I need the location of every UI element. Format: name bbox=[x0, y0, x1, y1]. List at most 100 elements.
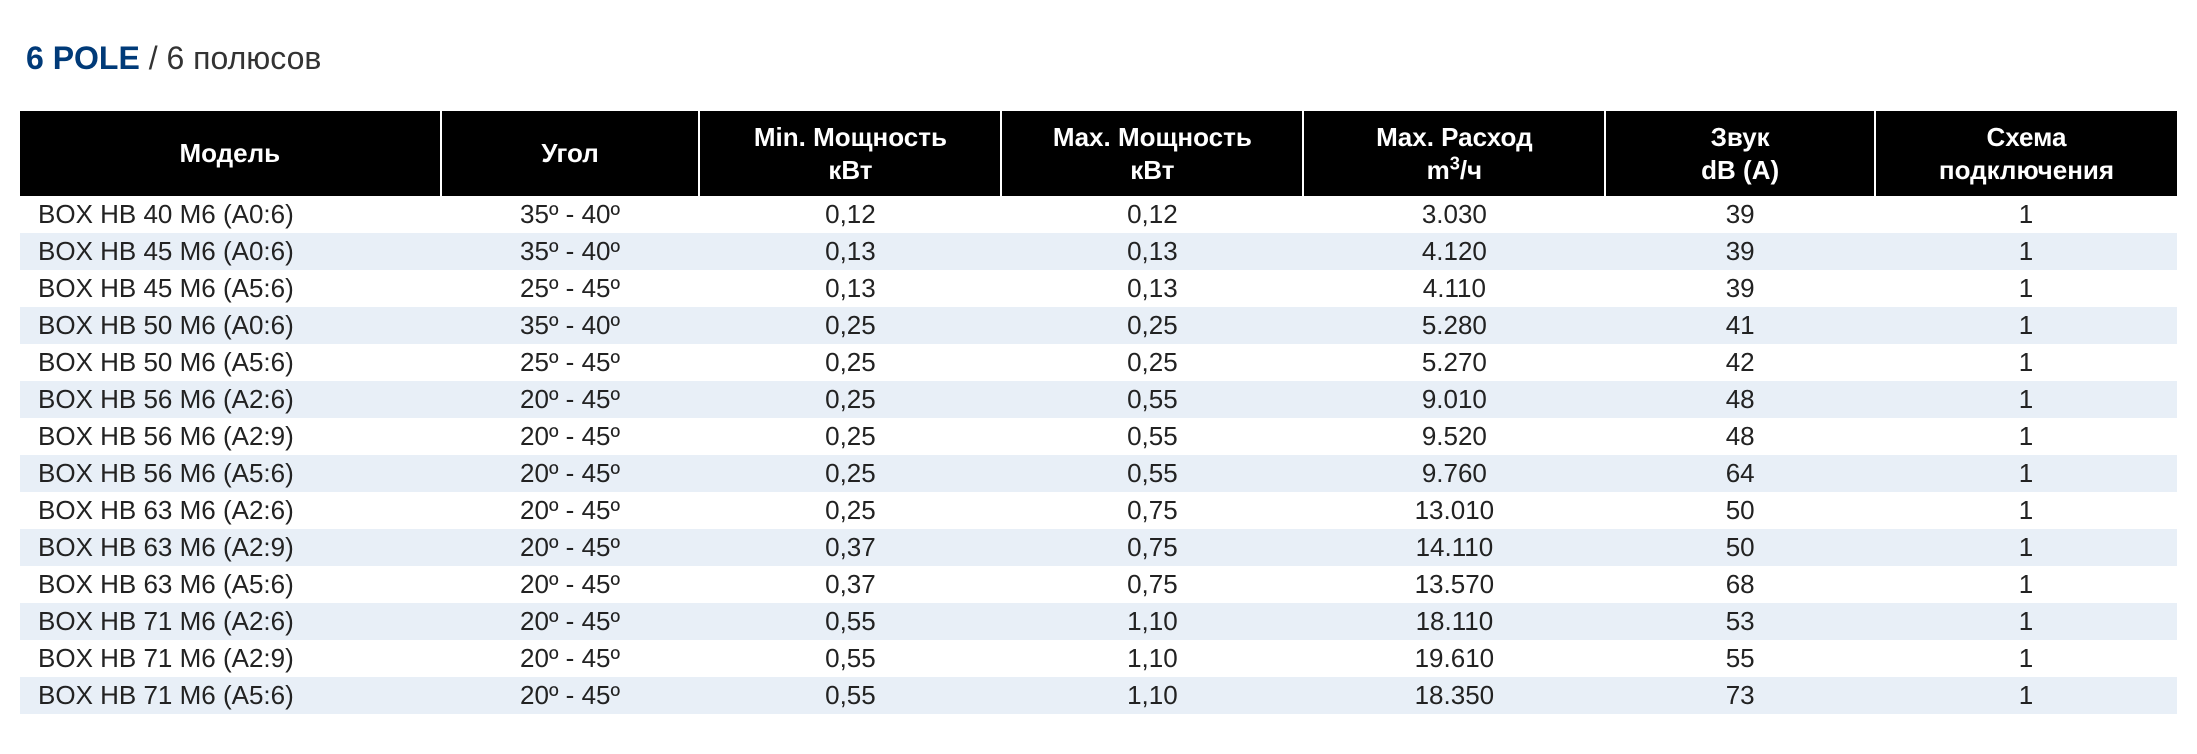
cell-maxp: 0,13 bbox=[1001, 233, 1303, 270]
table-row: BOX HB 45 M6 (A0:6)35º - 40º0,130,134.12… bbox=[20, 233, 2177, 270]
cell-flow: 4.120 bbox=[1303, 233, 1605, 270]
cell-sound: 55 bbox=[1605, 640, 1875, 677]
cell-sound: 73 bbox=[1605, 677, 1875, 714]
cell-maxp: 1,10 bbox=[1001, 603, 1303, 640]
cell-minp: 0,55 bbox=[699, 640, 1001, 677]
cell-model: BOX HB 63 M6 (A5:6) bbox=[20, 566, 441, 603]
section-title-rest: / 6 полюсов bbox=[140, 40, 322, 76]
cell-model: BOX HB 50 M6 (A0:6) bbox=[20, 307, 441, 344]
cell-maxp: 0,25 bbox=[1001, 307, 1303, 344]
cell-maxp: 0,75 bbox=[1001, 492, 1303, 529]
cell-model: BOX HB 71 M6 (A2:9) bbox=[20, 640, 441, 677]
cell-minp: 0,13 bbox=[699, 270, 1001, 307]
cell-scheme: 1 bbox=[1875, 529, 2177, 566]
cell-model: BOX HB 71 M6 (A2:6) bbox=[20, 603, 441, 640]
cell-minp: 0,25 bbox=[699, 455, 1001, 492]
cell-angle: 25º - 45º bbox=[441, 270, 700, 307]
cell-maxp: 0,75 bbox=[1001, 566, 1303, 603]
table-row: BOX HB 71 M6 (A2:9)20º - 45º0,551,1019.6… bbox=[20, 640, 2177, 677]
cell-flow: 9.520 bbox=[1303, 418, 1605, 455]
cell-maxp: 1,10 bbox=[1001, 677, 1303, 714]
cell-scheme: 1 bbox=[1875, 418, 2177, 455]
cell-scheme: 1 bbox=[1875, 344, 2177, 381]
table-row: BOX HB 56 M6 (A5:6)20º - 45º0,250,559.76… bbox=[20, 455, 2177, 492]
cell-angle: 20º - 45º bbox=[441, 566, 700, 603]
cell-sound: 53 bbox=[1605, 603, 1875, 640]
cell-minp: 0,25 bbox=[699, 418, 1001, 455]
cell-angle: 20º - 45º bbox=[441, 640, 700, 677]
table-row: BOX HB 56 M6 (A2:9)20º - 45º0,250,559.52… bbox=[20, 418, 2177, 455]
table-row: BOX HB 71 M6 (A5:6)20º - 45º0,551,1018.3… bbox=[20, 677, 2177, 714]
cell-scheme: 1 bbox=[1875, 566, 2177, 603]
cell-sound: 50 bbox=[1605, 492, 1875, 529]
section-title-bold: 6 POLE bbox=[26, 40, 140, 76]
cell-sound: 39 bbox=[1605, 270, 1875, 307]
cell-scheme: 1 bbox=[1875, 492, 2177, 529]
cell-angle: 35º - 40º bbox=[441, 307, 700, 344]
cell-model: BOX HB 56 M6 (A2:6) bbox=[20, 381, 441, 418]
cell-minp: 0,55 bbox=[699, 677, 1001, 714]
table-row: BOX HB 56 M6 (A2:6)20º - 45º0,250,559.01… bbox=[20, 381, 2177, 418]
cell-flow: 4.110 bbox=[1303, 270, 1605, 307]
cell-flow: 13.010 bbox=[1303, 492, 1605, 529]
table-row: BOX HB 63 M6 (A2:9)20º - 45º0,370,7514.1… bbox=[20, 529, 2177, 566]
cell-angle: 20º - 45º bbox=[441, 381, 700, 418]
cell-sound: 39 bbox=[1605, 233, 1875, 270]
cell-minp: 0,25 bbox=[699, 381, 1001, 418]
cell-maxp: 0,55 bbox=[1001, 381, 1303, 418]
cell-flow: 5.280 bbox=[1303, 307, 1605, 344]
cell-scheme: 1 bbox=[1875, 677, 2177, 714]
col-header-scheme: Схемаподключения bbox=[1875, 111, 2177, 196]
cell-model: BOX HB 45 M6 (A5:6) bbox=[20, 270, 441, 307]
cell-flow: 3.030 bbox=[1303, 196, 1605, 233]
cell-scheme: 1 bbox=[1875, 307, 2177, 344]
cell-angle: 25º - 45º bbox=[441, 344, 700, 381]
cell-flow: 19.610 bbox=[1303, 640, 1605, 677]
cell-model: BOX HB 56 M6 (A5:6) bbox=[20, 455, 441, 492]
cell-flow: 13.570 bbox=[1303, 566, 1605, 603]
col-header-minp: Min. МощностькВт bbox=[699, 111, 1001, 196]
cell-scheme: 1 bbox=[1875, 196, 2177, 233]
table-header-row: МодельУголMin. МощностькВтMax. Мощностьк… bbox=[20, 111, 2177, 196]
cell-maxp: 0,55 bbox=[1001, 455, 1303, 492]
cell-model: BOX HB 63 M6 (A2:9) bbox=[20, 529, 441, 566]
table-body: BOX HB 40 M6 (A0:6)35º - 40º0,120,123.03… bbox=[20, 196, 2177, 714]
cell-maxp: 0,55 bbox=[1001, 418, 1303, 455]
cell-sound: 39 bbox=[1605, 196, 1875, 233]
page: 6 POLE / 6 полюсов МодельУголMin. Мощнос… bbox=[0, 0, 2197, 754]
cell-flow: 5.270 bbox=[1303, 344, 1605, 381]
cell-flow: 18.110 bbox=[1303, 603, 1605, 640]
cell-flow: 14.110 bbox=[1303, 529, 1605, 566]
cell-maxp: 0,13 bbox=[1001, 270, 1303, 307]
cell-model: BOX HB 45 M6 (A0:6) bbox=[20, 233, 441, 270]
cell-angle: 20º - 45º bbox=[441, 677, 700, 714]
cell-scheme: 1 bbox=[1875, 640, 2177, 677]
col-header-model: Модель bbox=[20, 111, 441, 196]
col-header-flow: Max. Расходm3/ч bbox=[1303, 111, 1605, 196]
cell-model: BOX HB 56 M6 (A2:9) bbox=[20, 418, 441, 455]
cell-maxp: 1,10 bbox=[1001, 640, 1303, 677]
cell-sound: 48 bbox=[1605, 381, 1875, 418]
cell-angle: 20º - 45º bbox=[441, 418, 700, 455]
cell-angle: 20º - 45º bbox=[441, 492, 700, 529]
cell-minp: 0,37 bbox=[699, 529, 1001, 566]
cell-sound: 48 bbox=[1605, 418, 1875, 455]
table-row: BOX HB 63 M6 (A2:6)20º - 45º0,250,7513.0… bbox=[20, 492, 2177, 529]
spec-table: МодельУголMin. МощностькВтMax. Мощностьк… bbox=[20, 111, 2177, 714]
cell-sound: 41 bbox=[1605, 307, 1875, 344]
cell-model: BOX HB 71 M6 (A5:6) bbox=[20, 677, 441, 714]
table-row: BOX HB 71 M6 (A2:6)20º - 45º0,551,1018.1… bbox=[20, 603, 2177, 640]
col-header-maxp: Max. МощностькВт bbox=[1001, 111, 1303, 196]
cell-model: BOX HB 63 M6 (A2:6) bbox=[20, 492, 441, 529]
col-header-angle: Угол bbox=[441, 111, 700, 196]
cell-model: BOX HB 40 M6 (A0:6) bbox=[20, 196, 441, 233]
cell-minp: 0,25 bbox=[699, 344, 1001, 381]
cell-angle: 20º - 45º bbox=[441, 603, 700, 640]
cell-scheme: 1 bbox=[1875, 455, 2177, 492]
cell-minp: 0,12 bbox=[699, 196, 1001, 233]
cell-minp: 0,37 bbox=[699, 566, 1001, 603]
cell-sound: 50 bbox=[1605, 529, 1875, 566]
cell-scheme: 1 bbox=[1875, 603, 2177, 640]
cell-scheme: 1 bbox=[1875, 270, 2177, 307]
cell-sound: 64 bbox=[1605, 455, 1875, 492]
